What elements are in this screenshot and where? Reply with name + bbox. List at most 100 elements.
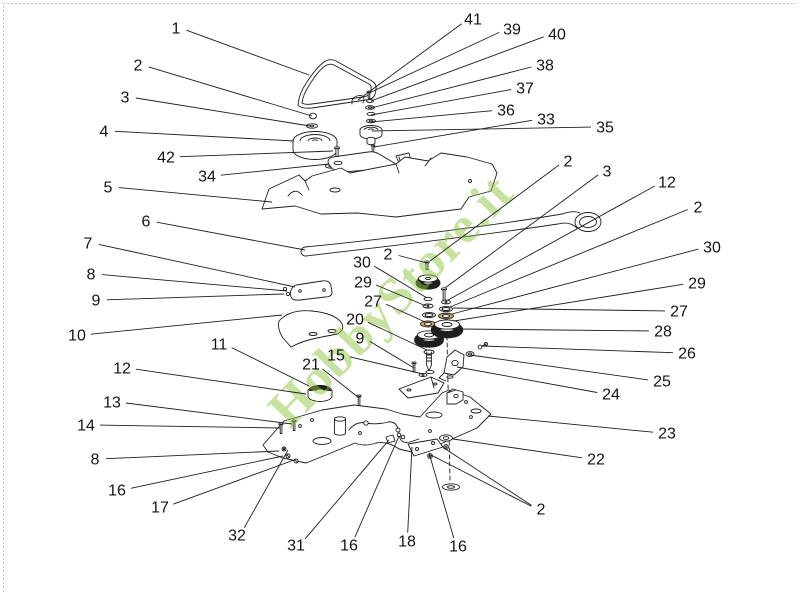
- part-label-28: 28: [654, 324, 672, 341]
- leader-line-2: [449, 209, 688, 308]
- leader-line-6: [156, 221, 306, 251]
- part-label-18: 18: [398, 534, 416, 551]
- part-label-2: 2: [384, 247, 393, 264]
- leader-line-3: [444, 174, 599, 289]
- part-label-3: 3: [121, 90, 130, 107]
- part-label-35: 35: [596, 120, 614, 137]
- flat-washer: [306, 123, 318, 129]
- leader-line-18: [407, 446, 413, 533]
- leader-line-30: [373, 265, 428, 299]
- part-label-7: 7: [84, 236, 93, 253]
- part-label-2: 2: [537, 502, 546, 519]
- leader-line-38: [370, 66, 532, 109]
- brake-rod: [348, 420, 420, 444]
- part-label-10: 10: [68, 328, 86, 345]
- part-label-41: 41: [464, 12, 482, 29]
- part-label-2: 2: [564, 154, 573, 171]
- part-label-16: 16: [340, 538, 358, 555]
- leader-line-29: [453, 283, 684, 322]
- part-label-38: 38: [536, 58, 554, 75]
- part-label-23: 23: [658, 426, 676, 443]
- splined-shaft: [423, 349, 435, 372]
- leader-line-12: [447, 185, 655, 301]
- leader-line-22: [452, 438, 583, 459]
- spindle-plate: [355, 361, 445, 410]
- bolt: [400, 434, 406, 440]
- part-label-1: 1: [172, 21, 181, 38]
- leader-line-10: [90, 314, 283, 335]
- leader-line-2: [430, 454, 532, 507]
- page-border: [3, 3, 796, 592]
- leader-line-37: [370, 89, 512, 116]
- leader-line-30: [451, 248, 699, 315]
- part-label-9: 9: [356, 331, 365, 348]
- part-label-21: 21: [302, 357, 320, 374]
- part-label-12: 12: [658, 175, 676, 192]
- part-label-22: 22: [587, 452, 605, 469]
- leader-line-23: [487, 415, 654, 433]
- part-label-16: 16: [108, 483, 126, 500]
- leader-line-26: [481, 345, 674, 354]
- part-label-5: 5: [104, 180, 113, 197]
- leader-line-2: [429, 164, 560, 262]
- leader-line-2: [398, 255, 428, 264]
- leader-line-28: [458, 328, 650, 332]
- leader-line-36: [370, 110, 493, 123]
- leader-line-27: [452, 307, 666, 312]
- bolt: [285, 291, 291, 297]
- part-label-27: 27: [670, 304, 688, 321]
- part-label-8: 8: [87, 267, 96, 284]
- leader-line-25: [469, 354, 649, 381]
- leader-line-35: [371, 126, 592, 132]
- leader-line-1: [186, 29, 310, 76]
- leader-line-29: [375, 284, 427, 307]
- gear-stack-right: [430, 287, 464, 481]
- flat-washer: [422, 303, 434, 309]
- part-label-17: 17: [151, 500, 169, 517]
- leader-line-39: [368, 31, 500, 94]
- part-label-37: 37: [516, 81, 534, 98]
- bolt: [477, 344, 483, 350]
- leader-line-16: [428, 452, 455, 539]
- leader-line-5: [118, 187, 273, 203]
- leader-line-8: [105, 450, 280, 460]
- v-belt: [297, 59, 377, 109]
- leader-line-15: [349, 356, 424, 375]
- leader-line-11: [231, 347, 310, 387]
- part-label-42: 42: [157, 150, 175, 167]
- hex-nut: [309, 112, 317, 120]
- leader-line-20: [367, 321, 428, 351]
- leader-line-17: [173, 459, 295, 505]
- part-label-36: 36: [497, 103, 515, 120]
- part-label-29: 29: [688, 276, 706, 293]
- part-label-26: 26: [678, 346, 696, 363]
- flat-washer: [439, 434, 453, 442]
- finned-disc: [307, 384, 333, 402]
- leader-line-2: [148, 66, 313, 117]
- gear: [430, 319, 464, 339]
- flat-washer: [366, 111, 376, 117]
- part-label-2: 2: [694, 200, 703, 217]
- anchor-plate-assembly: [407, 434, 460, 491]
- ring-washer: [366, 118, 376, 124]
- part-label-34: 34: [198, 169, 216, 186]
- leader-line-16: [130, 455, 284, 489]
- part-label-8: 8: [91, 452, 100, 469]
- part-label-32: 32: [228, 528, 246, 545]
- part-label-3: 3: [603, 164, 612, 181]
- flat-washer: [418, 372, 428, 378]
- leader-line-7: [98, 243, 296, 288]
- retainer-clip: [351, 94, 365, 105]
- part-label-31: 31: [287, 538, 305, 555]
- part-label-39: 39: [503, 22, 521, 39]
- belt-guard: [278, 310, 344, 348]
- bolt: [282, 286, 288, 292]
- idler-bracket: [282, 280, 333, 301]
- flat-washer: [441, 299, 451, 305]
- spacer-nut: [366, 136, 376, 146]
- plate-bracket: [446, 388, 464, 405]
- leader-line-41: [357, 23, 462, 101]
